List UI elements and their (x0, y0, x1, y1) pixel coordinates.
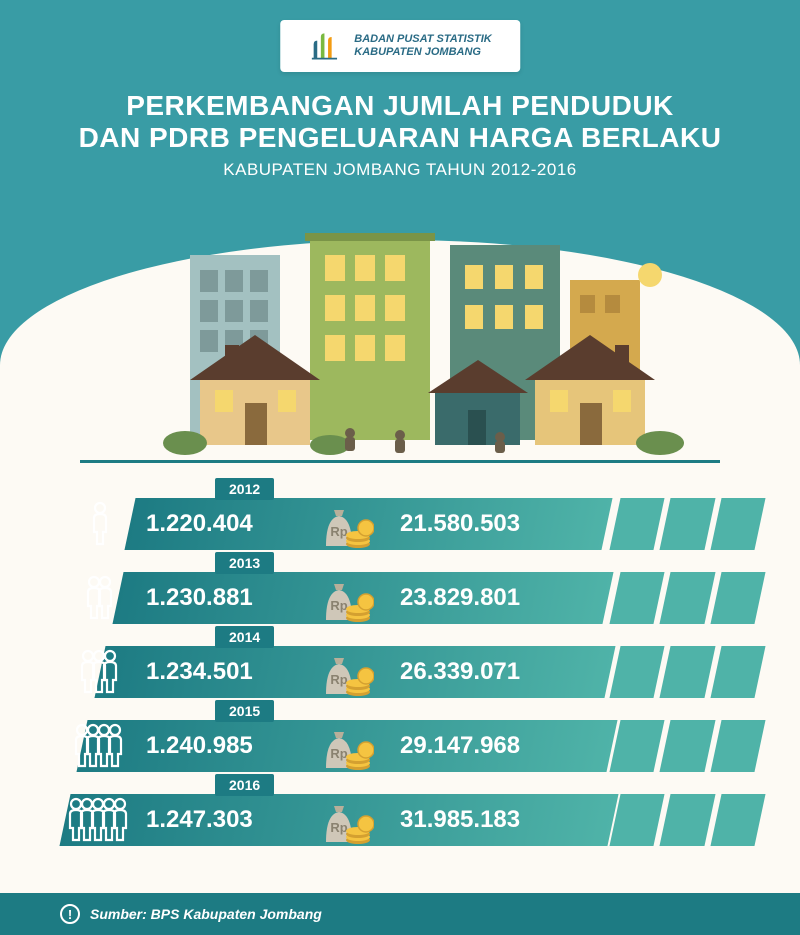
title-line2: DAN PDRB PENGELUARAN HARGA BERLAKU (0, 122, 800, 154)
data-row: 2012 1.220.404 Rp 21.580.503 (60, 490, 740, 550)
svg-text:Rp: Rp (330, 524, 347, 539)
info-glyph: ! (68, 907, 72, 922)
people-icon (60, 574, 140, 622)
gdp-value: 21.580.503 (380, 510, 740, 538)
title-block: PERKEMBANGAN JUMLAH PENDUDUK DAN PDRB PE… (0, 90, 800, 180)
population-value: 1.220.404 (140, 510, 310, 538)
infographic-container: BADAN PUSAT STATISTIK KABUPATEN JOMBANG … (0, 0, 800, 935)
money-bag-icon: Rp (310, 794, 380, 846)
year-tag: 2013 (215, 552, 274, 574)
title-subtitle: KABUPATEN JOMBANG TAHUN 2012-2016 (0, 160, 800, 180)
data-row: 2015 1.240.985 Rp 29.147.968 (60, 712, 740, 772)
info-icon: ! (60, 904, 80, 924)
divider-line (80, 460, 720, 463)
population-value: 1.230.881 (140, 584, 310, 612)
title-line1: PERKEMBANGAN JUMLAH PENDUDUK (0, 90, 800, 122)
gdp-value: 23.829.801 (380, 584, 740, 612)
year-tag: 2015 (215, 700, 274, 722)
logo-line2: KABUPATEN JOMBANG (354, 46, 492, 59)
footer-text: Sumber: BPS Kabupaten Jombang (90, 906, 322, 922)
money-bag-icon: Rp (310, 720, 380, 772)
row-content: 1.220.404 Rp 21.580.503 (60, 498, 740, 550)
money-bag-icon: Rp (310, 572, 380, 624)
people-icon (60, 722, 140, 770)
data-row: 2016 1.247.303 Rp 31.9 (60, 786, 740, 846)
gdp-value: 26.339.071 (380, 658, 740, 686)
people-icon (60, 796, 140, 844)
logo-banner: BADAN PUSAT STATISTIK KABUPATEN JOMBANG (280, 20, 520, 72)
money-bag-icon: Rp (310, 646, 380, 698)
gdp-value: 29.147.968 (380, 732, 740, 760)
svg-text:Rp: Rp (330, 820, 347, 835)
logo-line1: BADAN PUSAT STATISTIK (354, 33, 492, 46)
svg-text:Rp: Rp (330, 598, 347, 613)
population-value: 1.247.303 (140, 806, 310, 834)
footer: ! Sumber: BPS Kabupaten Jombang (0, 893, 800, 935)
logo-text: BADAN PUSAT STATISTIK KABUPATEN JOMBANG (354, 33, 492, 59)
row-content: 1.247.303 Rp 31.985.183 (60, 794, 740, 846)
row-content: 1.234.501 Rp 26.339.071 (60, 646, 740, 698)
svg-text:Rp: Rp (330, 746, 347, 761)
row-content: 1.230.881 Rp 23.829.801 (60, 572, 740, 624)
year-tag: 2014 (215, 626, 274, 648)
bps-logo-icon (308, 28, 344, 64)
city-illustration-icon (80, 215, 720, 465)
people-icon (60, 500, 140, 548)
people-icon (60, 648, 140, 696)
data-row: 2014 1.234.501 Rp 26.339.071 (60, 638, 740, 698)
population-value: 1.240.985 (140, 732, 310, 760)
money-bag-icon: Rp (310, 498, 380, 550)
svg-text:Rp: Rp (330, 672, 347, 687)
population-value: 1.234.501 (140, 658, 310, 686)
year-tag: 2016 (215, 774, 274, 796)
year-tag: 2012 (215, 478, 274, 500)
data-rows: 2012 1.220.404 Rp 21.580.503 2013 (60, 490, 740, 846)
gdp-value: 31.985.183 (380, 806, 740, 834)
data-row: 2013 1.230.881 Rp 23.829.801 (60, 564, 740, 624)
row-content: 1.240.985 Rp 29.147.968 (60, 720, 740, 772)
